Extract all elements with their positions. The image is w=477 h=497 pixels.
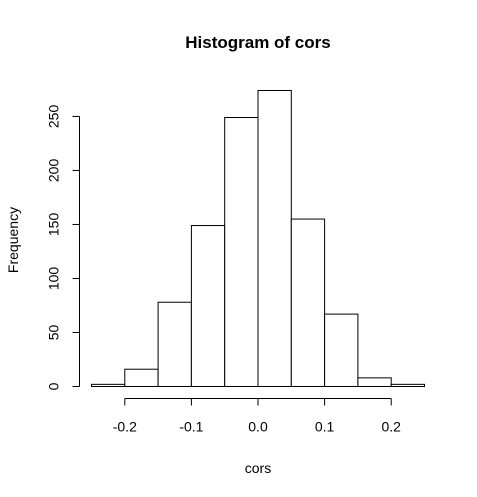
x-tick-label: 0.0 xyxy=(248,419,268,435)
x-tick-label: 0.2 xyxy=(381,419,401,435)
histogram-bar-7 xyxy=(324,313,359,388)
x-tick-label: -0.2 xyxy=(113,419,137,435)
y-axis: 0 50 100 150 200 250 xyxy=(46,105,80,390)
histogram-bar-4 xyxy=(224,117,259,388)
y-axis-label: Frequency xyxy=(5,207,21,273)
chart-title: Histogram of cors xyxy=(185,33,330,52)
histogram-bar-2 xyxy=(157,301,192,387)
histogram-bar-9 xyxy=(390,383,426,388)
x-tick-label: -0.1 xyxy=(179,419,203,435)
y-tick-label: 150 xyxy=(46,213,62,237)
y-tick-label: 50 xyxy=(46,324,62,340)
y-tick-label: 0 xyxy=(46,382,62,390)
histogram-bar-1 xyxy=(124,368,159,388)
histogram-bar-5 xyxy=(257,90,292,387)
x-tick-label: 0.1 xyxy=(315,419,335,435)
y-tick-label: 100 xyxy=(46,267,62,291)
histogram-bar-0 xyxy=(91,383,126,388)
x-axis: -0.2 -0.1 0.0 0.1 0.2 xyxy=(113,398,401,435)
histogram-bar-6 xyxy=(290,218,326,387)
bars-group xyxy=(91,90,426,388)
x-axis-label: cors xyxy=(245,460,271,476)
histogram-bar-8 xyxy=(357,377,392,388)
y-tick-label: 200 xyxy=(46,159,62,183)
y-tick-label: 250 xyxy=(46,105,62,129)
histogram-bar-3 xyxy=(190,225,226,387)
